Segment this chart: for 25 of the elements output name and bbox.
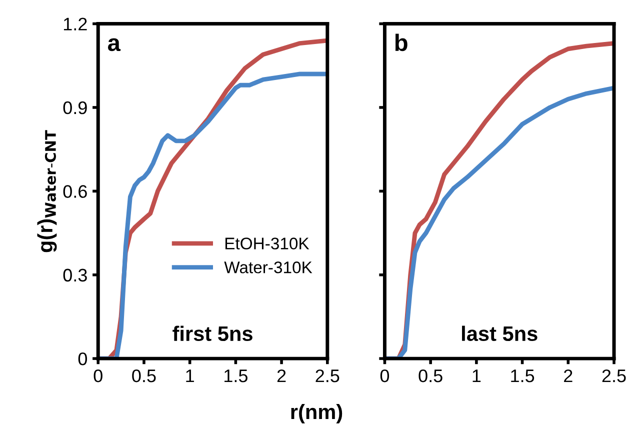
y-tick-label: 0.3 bbox=[63, 268, 87, 282]
y-tick-label: 0 bbox=[78, 352, 87, 366]
y-axis-title: g(r)$_{Water-CNT}$ bbox=[37, 130, 57, 252]
x-axis-title: r(nm) bbox=[291, 404, 342, 424]
x-tick-label: 1 bbox=[472, 370, 481, 382]
x-tick-label: 2 bbox=[277, 369, 286, 382]
annotation: last 5ns bbox=[462, 326, 538, 342]
y-tick-label: 1.2 bbox=[64, 18, 87, 30]
x-tick-label: 2 bbox=[564, 369, 572, 382]
x-tick-label: 1.5 bbox=[224, 370, 248, 382]
y-tick-label: 0.9 bbox=[63, 101, 87, 114]
annotation: b bbox=[395, 34, 408, 52]
annotation: a bbox=[108, 38, 121, 52]
x-tick-label: 2.5 bbox=[316, 369, 340, 382]
annotation: first 5ns bbox=[172, 326, 252, 342]
x-tick-label: 0 bbox=[380, 369, 390, 382]
y-tick-label: 0.6 bbox=[63, 185, 87, 198]
x-tick-label: 0 bbox=[94, 369, 102, 382]
x-tick-label: 2.5 bbox=[602, 369, 626, 382]
x-tick-label: 1 bbox=[186, 370, 194, 382]
x-tick-label: 1.5 bbox=[511, 370, 534, 382]
x-tick-label: 0.5 bbox=[418, 369, 442, 382]
x-tick-label: 0.5 bbox=[132, 369, 156, 382]
legend-label: Water-310K bbox=[224, 262, 312, 274]
legend-label: EtOH-310K bbox=[225, 238, 310, 250]
